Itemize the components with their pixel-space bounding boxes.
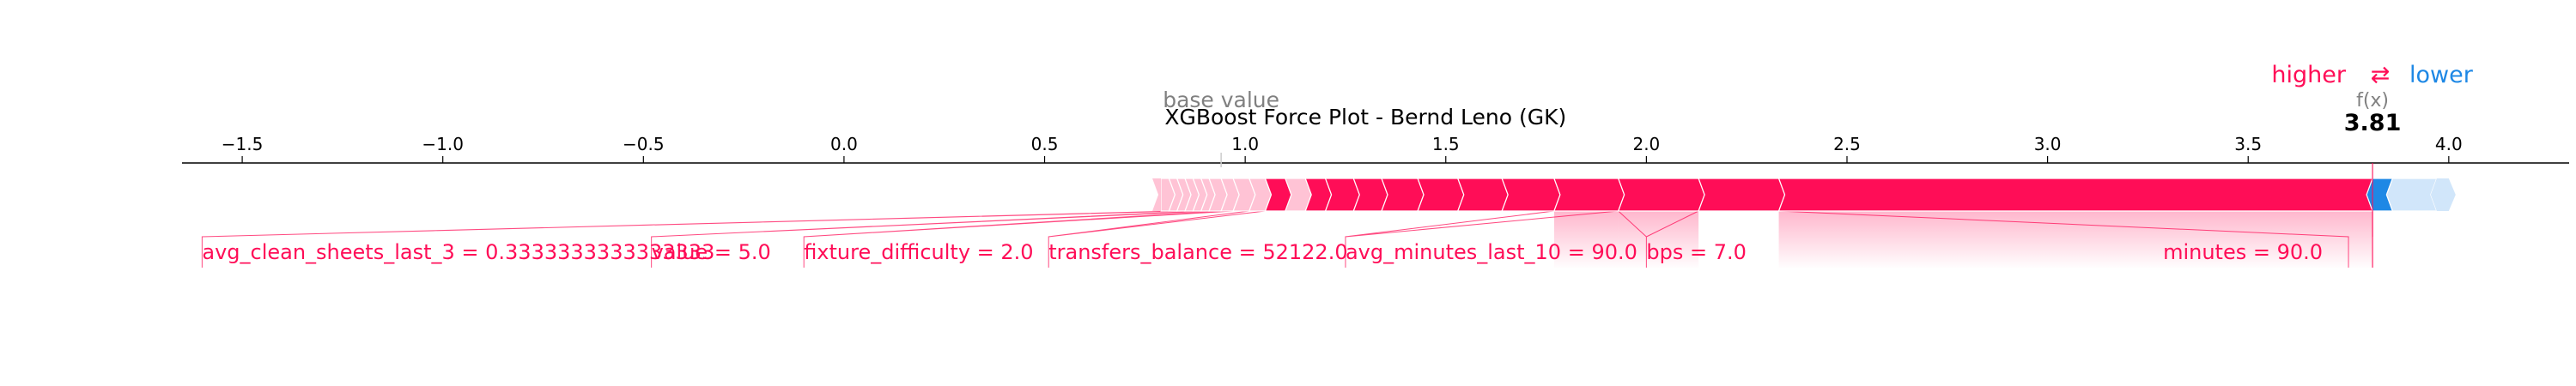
feature-connector (201, 210, 1186, 268)
feature-label: value = 5.0 (652, 240, 771, 264)
feature-label: transfers_balance = 52122.0 (1048, 240, 1347, 264)
x-tick-label: 0.5 (1031, 134, 1059, 154)
positive-feature-bar (1417, 178, 1465, 212)
feature-connector (651, 210, 1210, 268)
positive-feature-bar (1777, 178, 2379, 212)
x-tick-label: −0.5 (623, 134, 665, 154)
base-value-label: base value (1163, 87, 1279, 112)
negative-bar-cap (2430, 178, 2456, 211)
positive-feature-bar (1698, 178, 1786, 212)
feature-label: avg_clean_sheets_last_3 = 0.333333333333… (202, 240, 714, 264)
feature-connector (803, 210, 1234, 268)
positive-feature-bar (1381, 178, 1425, 212)
feature-label: minutes = 90.0 (2163, 240, 2323, 264)
x-tick-label: −1.5 (222, 134, 264, 154)
x-tick-label: 0.0 (830, 134, 858, 154)
output-value: 3.81 (2344, 110, 2402, 136)
x-tick-label: 1.0 (1231, 134, 1259, 154)
positive-feature-bar (1501, 178, 1561, 212)
negative-feature-bar (2385, 178, 2438, 212)
feature-fade-area (1778, 211, 2373, 269)
feature-fade-area (1553, 211, 1619, 269)
legend-higher: higher (2271, 62, 2346, 88)
legend-lower: lower (2409, 62, 2474, 88)
x-tick-label: 2.5 (1833, 134, 1861, 154)
feature-label: avg_minutes_last_10 = 90.0 (1346, 240, 1637, 264)
fx-label: f(x) (2356, 90, 2389, 112)
positive-feature-bar (1553, 178, 1625, 212)
x-tick-label: 4.0 (2435, 134, 2463, 154)
x-tick-label: −1.0 (422, 134, 464, 154)
chart-title: XGBoost Force Plot - Bernd Leno (GK) (1164, 105, 1566, 130)
feature-fade-area (1618, 211, 1699, 269)
feature-connector (1048, 210, 1266, 268)
feature-label: fixture_difficulty = 2.0 (804, 240, 1033, 264)
x-tick-label: 3.0 (2034, 134, 2062, 154)
x-tick-label: 2.0 (1632, 134, 1660, 154)
legend-arrows-icon: ⇄ (2371, 62, 2391, 88)
positive-feature-bar (1456, 178, 1509, 212)
x-tick-label: 1.5 (1432, 134, 1460, 154)
x-tick-label: 3.5 (2234, 134, 2262, 154)
positive-bar-cap (1152, 178, 1162, 211)
feature-connector (1618, 210, 1699, 268)
feature-connector (1345, 210, 1619, 268)
feature-label: bps = 7.0 (1646, 240, 1747, 264)
positive-feature-bar (1617, 178, 1705, 212)
